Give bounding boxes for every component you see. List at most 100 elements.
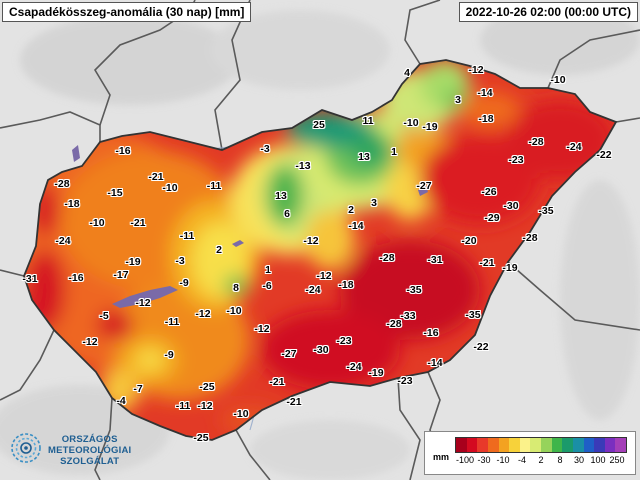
station-value: -7 [133,383,143,395]
station-value: -16 [68,272,84,284]
station-value: -12 [303,235,319,247]
legend-swatch [541,438,552,452]
station-value: -23 [397,375,413,387]
station-value: -27 [281,348,297,360]
hungary-border [23,59,618,441]
logo-text: ORSZÁGOS METEOROLÓGIAI SZOLGÁLAT [48,434,131,467]
station-value: -10 [89,217,105,229]
station-value: -20 [461,235,477,247]
station-value: -18 [64,198,80,210]
station-value: 8 [233,282,239,294]
station-value: -22 [473,341,489,353]
station-value: -28 [386,318,402,330]
station-value: -28 [54,178,70,190]
station-value: 13 [358,151,370,163]
legend-tick-label: -4 [517,455,527,465]
station-value: -25 [193,432,209,444]
station-value: -28 [379,252,395,264]
station-value: -24 [566,141,582,153]
station-value: -29 [484,212,500,224]
station-value: -23 [508,154,524,166]
station-value: 11 [362,115,374,127]
station-value: -11 [175,400,191,412]
lake-neusiedl [72,145,80,162]
station-value: -24 [346,361,362,373]
legend-swatch [551,438,563,452]
color-legend: mm -100 -30 -10 -4 2 8 30 100 250 [424,431,636,475]
legend-swatch [509,438,520,452]
legend-tick-label: 30 [573,455,585,465]
legend-tick-label: 100 [590,455,606,465]
legend-swatch [487,438,499,452]
station-value: -12 [316,270,332,282]
station-value: -24 [305,284,321,296]
map-timestamp: 2022-10-26 02:00 (00:00 UTC) [458,2,638,22]
station-value: -26 [481,186,497,198]
legend-swatch [604,438,616,452]
legend-swatch [456,438,467,452]
map-title: Csapadékösszeg-anomália (30 nap) [mm] [2,2,252,22]
legend-color-bar [455,437,627,453]
station-value: -35 [465,309,481,321]
station-value: 6 [284,208,290,220]
station-value: 13 [275,190,287,202]
station-value: -12 [254,323,270,335]
legend-tick-label: 250 [609,455,625,465]
station-value: 4 [404,67,410,79]
legend-swatch [530,438,541,452]
station-value: 3 [455,94,461,106]
station-value: -10 [162,182,178,194]
station-value: -12 [468,64,484,76]
station-value: -13 [295,160,311,172]
station-value: -30 [503,200,519,212]
station-value: -15 [107,187,123,199]
station-value: -12 [197,400,213,412]
station-value: -23 [336,335,352,347]
station-value: -18 [478,113,494,125]
logo-line: ORSZÁGOS [61,434,118,445]
station-value: -21 [269,376,285,388]
lake-velence [232,240,244,247]
station-value: -24 [55,235,71,247]
station-value: 1 [391,146,397,158]
station-value: -28 [522,232,538,244]
station-value: 2 [216,244,222,256]
legend-swatch [572,438,584,452]
station-value: -17 [113,269,129,281]
legend-unit: mm [433,452,450,462]
station-value: -4 [116,395,126,407]
legend-swatch [519,438,531,452]
station-value: -16 [423,327,439,339]
station-value: -12 [195,308,211,320]
station-value: -35 [538,205,554,217]
station-value: -12 [135,297,151,309]
legend-tick-label: -100 [455,455,475,465]
station-value: 2 [348,204,354,216]
station-value: -9 [164,349,174,361]
legend-ticks: -100 -30 -10 -4 2 8 30 100 250 [455,455,627,467]
station-value: -19 [368,367,384,379]
station-value: -10 [233,408,249,420]
logo-line: METEOROLÓGIAI [48,445,132,456]
station-value: -22 [596,149,612,161]
station-value: -10 [403,117,419,129]
station-value: 1 [265,264,271,276]
logo-line: SZOLGÁLAT [60,456,120,467]
station-value: -12 [82,336,98,348]
station-value: -28 [528,136,544,148]
legend-swatch [562,438,573,452]
station-value: -33 [400,310,416,322]
station-value: -31 [22,273,38,285]
station-value: -16 [115,145,131,157]
station-value: -10 [550,74,566,86]
lake-balaton [112,286,178,308]
station-value: -5 [99,310,109,322]
station-value: -10 [226,305,242,317]
station-value: 3 [371,197,377,209]
station-value: -21 [130,217,146,229]
station-value: -11 [164,316,180,328]
station-value: -21 [148,171,164,183]
station-value: -21 [479,257,495,269]
